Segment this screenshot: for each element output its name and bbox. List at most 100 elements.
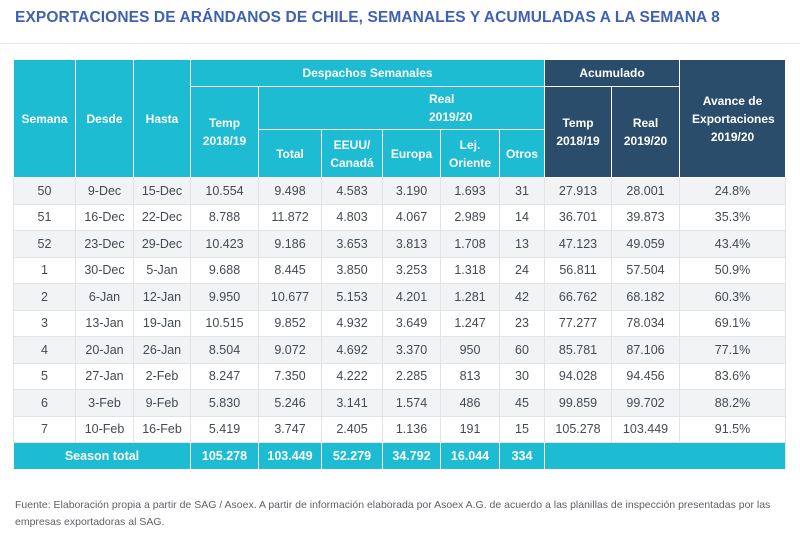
cell-semana: 6 — [13, 389, 76, 417]
cell-acum-real: 28.001 — [611, 177, 680, 205]
cell-otros: 13 — [498, 230, 545, 258]
cell-acum-temp: 27.913 — [544, 177, 612, 205]
table-row: 52 23-Dec 29-Dec 10.423 9.186 3.653 3.813 1.708… — [13, 230, 787, 258]
cell-semana: 1 — [13, 257, 76, 284]
cell-total: 7.350 — [258, 363, 322, 390]
cell-hasta: 12-Jan — [133, 283, 191, 311]
cell-temp: 9.950 — [190, 283, 259, 311]
cell-acum-temp: 99.859 — [544, 389, 612, 417]
header-despachos-semanales: Despachos Semanales — [189, 59, 546, 87]
cell-desde: 9-Dec — [75, 177, 134, 205]
cell-temp: 10.554 — [190, 177, 259, 205]
cell-acum-real: 99.702 — [611, 389, 680, 417]
cell-temp: 8.504 — [190, 336, 259, 364]
cell-eeuu: 3.653 — [321, 230, 383, 258]
season-total-real: 103.449 — [258, 442, 322, 469]
cell-acum-real: 68.182 — [611, 283, 680, 311]
cell-lejano: 1.693 — [440, 177, 500, 205]
cell-desde: 6-Jan — [75, 283, 134, 311]
cell-avance: 77.1% — [679, 336, 787, 364]
season-total-row: Season total 105.278 103.449 52.279 34.7… — [13, 442, 787, 469]
cell-semana: 4 — [13, 336, 76, 364]
cell-otros: 30 — [498, 363, 545, 390]
cell-europa: 1.574 — [382, 389, 441, 417]
cell-acum-real: 39.873 — [611, 204, 680, 231]
cell-otros: 23 — [498, 310, 545, 337]
header-total: Total — [258, 129, 322, 178]
table-row: 7 10-Feb 16-Feb 5.419 3.747 2.405 1.136 191 15 10… — [13, 416, 787, 443]
cell-acum-real: 49.059 — [611, 230, 680, 258]
cell-avance: 43.4% — [679, 230, 787, 258]
cell-hasta: 16-Feb — [133, 416, 191, 443]
cell-total: 9.186 — [258, 230, 322, 258]
cell-eeuu: 4.803 — [321, 204, 383, 231]
cell-europa: 3.370 — [382, 336, 441, 364]
cell-lejano: 2.989 — [440, 204, 500, 231]
cell-temp: 9.688 — [190, 257, 259, 284]
season-total-temp: 105.278 — [190, 442, 259, 469]
cell-desde: 23-Dec — [75, 230, 134, 258]
header-acumulado: Acumulado — [544, 59, 681, 87]
cell-acum-temp: 66.762 — [544, 283, 612, 311]
cell-avance: 60.3% — [679, 283, 787, 311]
cell-avance: 88.2% — [679, 389, 787, 417]
cell-acum-real: 87.106 — [611, 336, 680, 364]
cell-temp: 5.830 — [190, 389, 259, 417]
cell-acum-real: 78.034 — [611, 310, 680, 337]
cell-semana: 7 — [13, 416, 76, 443]
cell-acum-temp: 47.123 — [544, 230, 612, 258]
season-total-lejano: 16.044 — [440, 442, 500, 469]
table-body: 50 9-Dec 15-Dec 10.554 9.498 4.583 3.190 1.693 3… — [13, 177, 787, 443]
cell-semana: 2 — [13, 283, 76, 311]
cell-lejano: 1.281 — [440, 283, 500, 311]
cell-lejano: 1.318 — [440, 257, 500, 284]
cell-acum-real: 94.456 — [611, 363, 680, 390]
cell-semana: 52 — [13, 230, 76, 258]
cell-total: 9.072 — [258, 336, 322, 364]
cell-total: 5.246 — [258, 389, 322, 417]
cell-semana: 50 — [13, 177, 76, 205]
cell-semana: 3 — [13, 310, 76, 337]
cell-avance: 69.1% — [679, 310, 787, 337]
cell-otros: 15 — [498, 416, 545, 443]
cell-eeuu: 2.405 — [321, 416, 383, 443]
exports-table: Semana Desde Hasta Despachos Semanales A… — [13, 59, 787, 469]
cell-hasta: 2-Feb — [133, 363, 191, 390]
table-row: 1 30-Dec 5-Jan 9.688 8.445 3.850 3.253 1.318 24 5… — [13, 257, 787, 284]
cell-acum-temp: 105.278 — [544, 416, 612, 443]
season-total-eeuu: 52.279 — [321, 442, 383, 469]
cell-desde: 16-Dec — [75, 204, 134, 231]
cell-europa: 3.190 — [382, 177, 441, 205]
cell-desde: 27-Jan — [75, 363, 134, 390]
cell-hasta: 26-Jan — [133, 336, 191, 364]
cell-temp: 5.419 — [190, 416, 259, 443]
cell-total: 11.872 — [258, 204, 322, 231]
header-temp-2018-19: Temp 2018/19 — [190, 86, 259, 178]
header-real-2019-20: Real 2019/20 — [257, 86, 546, 130]
cell-acum-temp: 85.781 — [544, 336, 612, 364]
cell-avance: 24.8% — [679, 177, 787, 205]
source-note: Fuente: Elaboración propia a partir de S… — [15, 499, 771, 528]
cell-desde: 20-Jan — [75, 336, 134, 364]
cell-total: 3.747 — [258, 416, 322, 443]
cell-acum-temp: 36.701 — [544, 204, 612, 231]
cell-lejano: 1.247 — [440, 310, 500, 337]
cell-europa: 4.201 — [382, 283, 441, 311]
cell-lejano: 813 — [440, 363, 500, 390]
cell-europa: 3.813 — [382, 230, 441, 258]
header-avance: Avance de Exportaciones 2019/20 — [679, 59, 787, 178]
cell-otros: 14 — [498, 204, 545, 231]
header-otros: Otros — [498, 129, 546, 178]
cell-acum-real: 57.504 — [611, 257, 680, 284]
cell-lejano: 191 — [440, 416, 500, 443]
header-acum-temp: Temp 2018/19 — [544, 86, 613, 178]
cell-hasta: 29-Dec — [133, 230, 191, 258]
header-acum-real: Real 2019/20 — [611, 86, 681, 178]
table-row: 50 9-Dec 15-Dec 10.554 9.498 4.583 3.190 1.693 3… — [13, 177, 787, 205]
cell-acum-temp: 94.028 — [544, 363, 612, 390]
cell-lejano: 1.708 — [440, 230, 500, 258]
header-hasta: Hasta — [133, 59, 191, 178]
table-row: 51 16-Dec 22-Dec 8.788 11.872 4.803 4.067 2.989… — [13, 204, 787, 231]
cell-total: 10.677 — [258, 283, 322, 311]
cell-otros: 45 — [498, 389, 545, 417]
